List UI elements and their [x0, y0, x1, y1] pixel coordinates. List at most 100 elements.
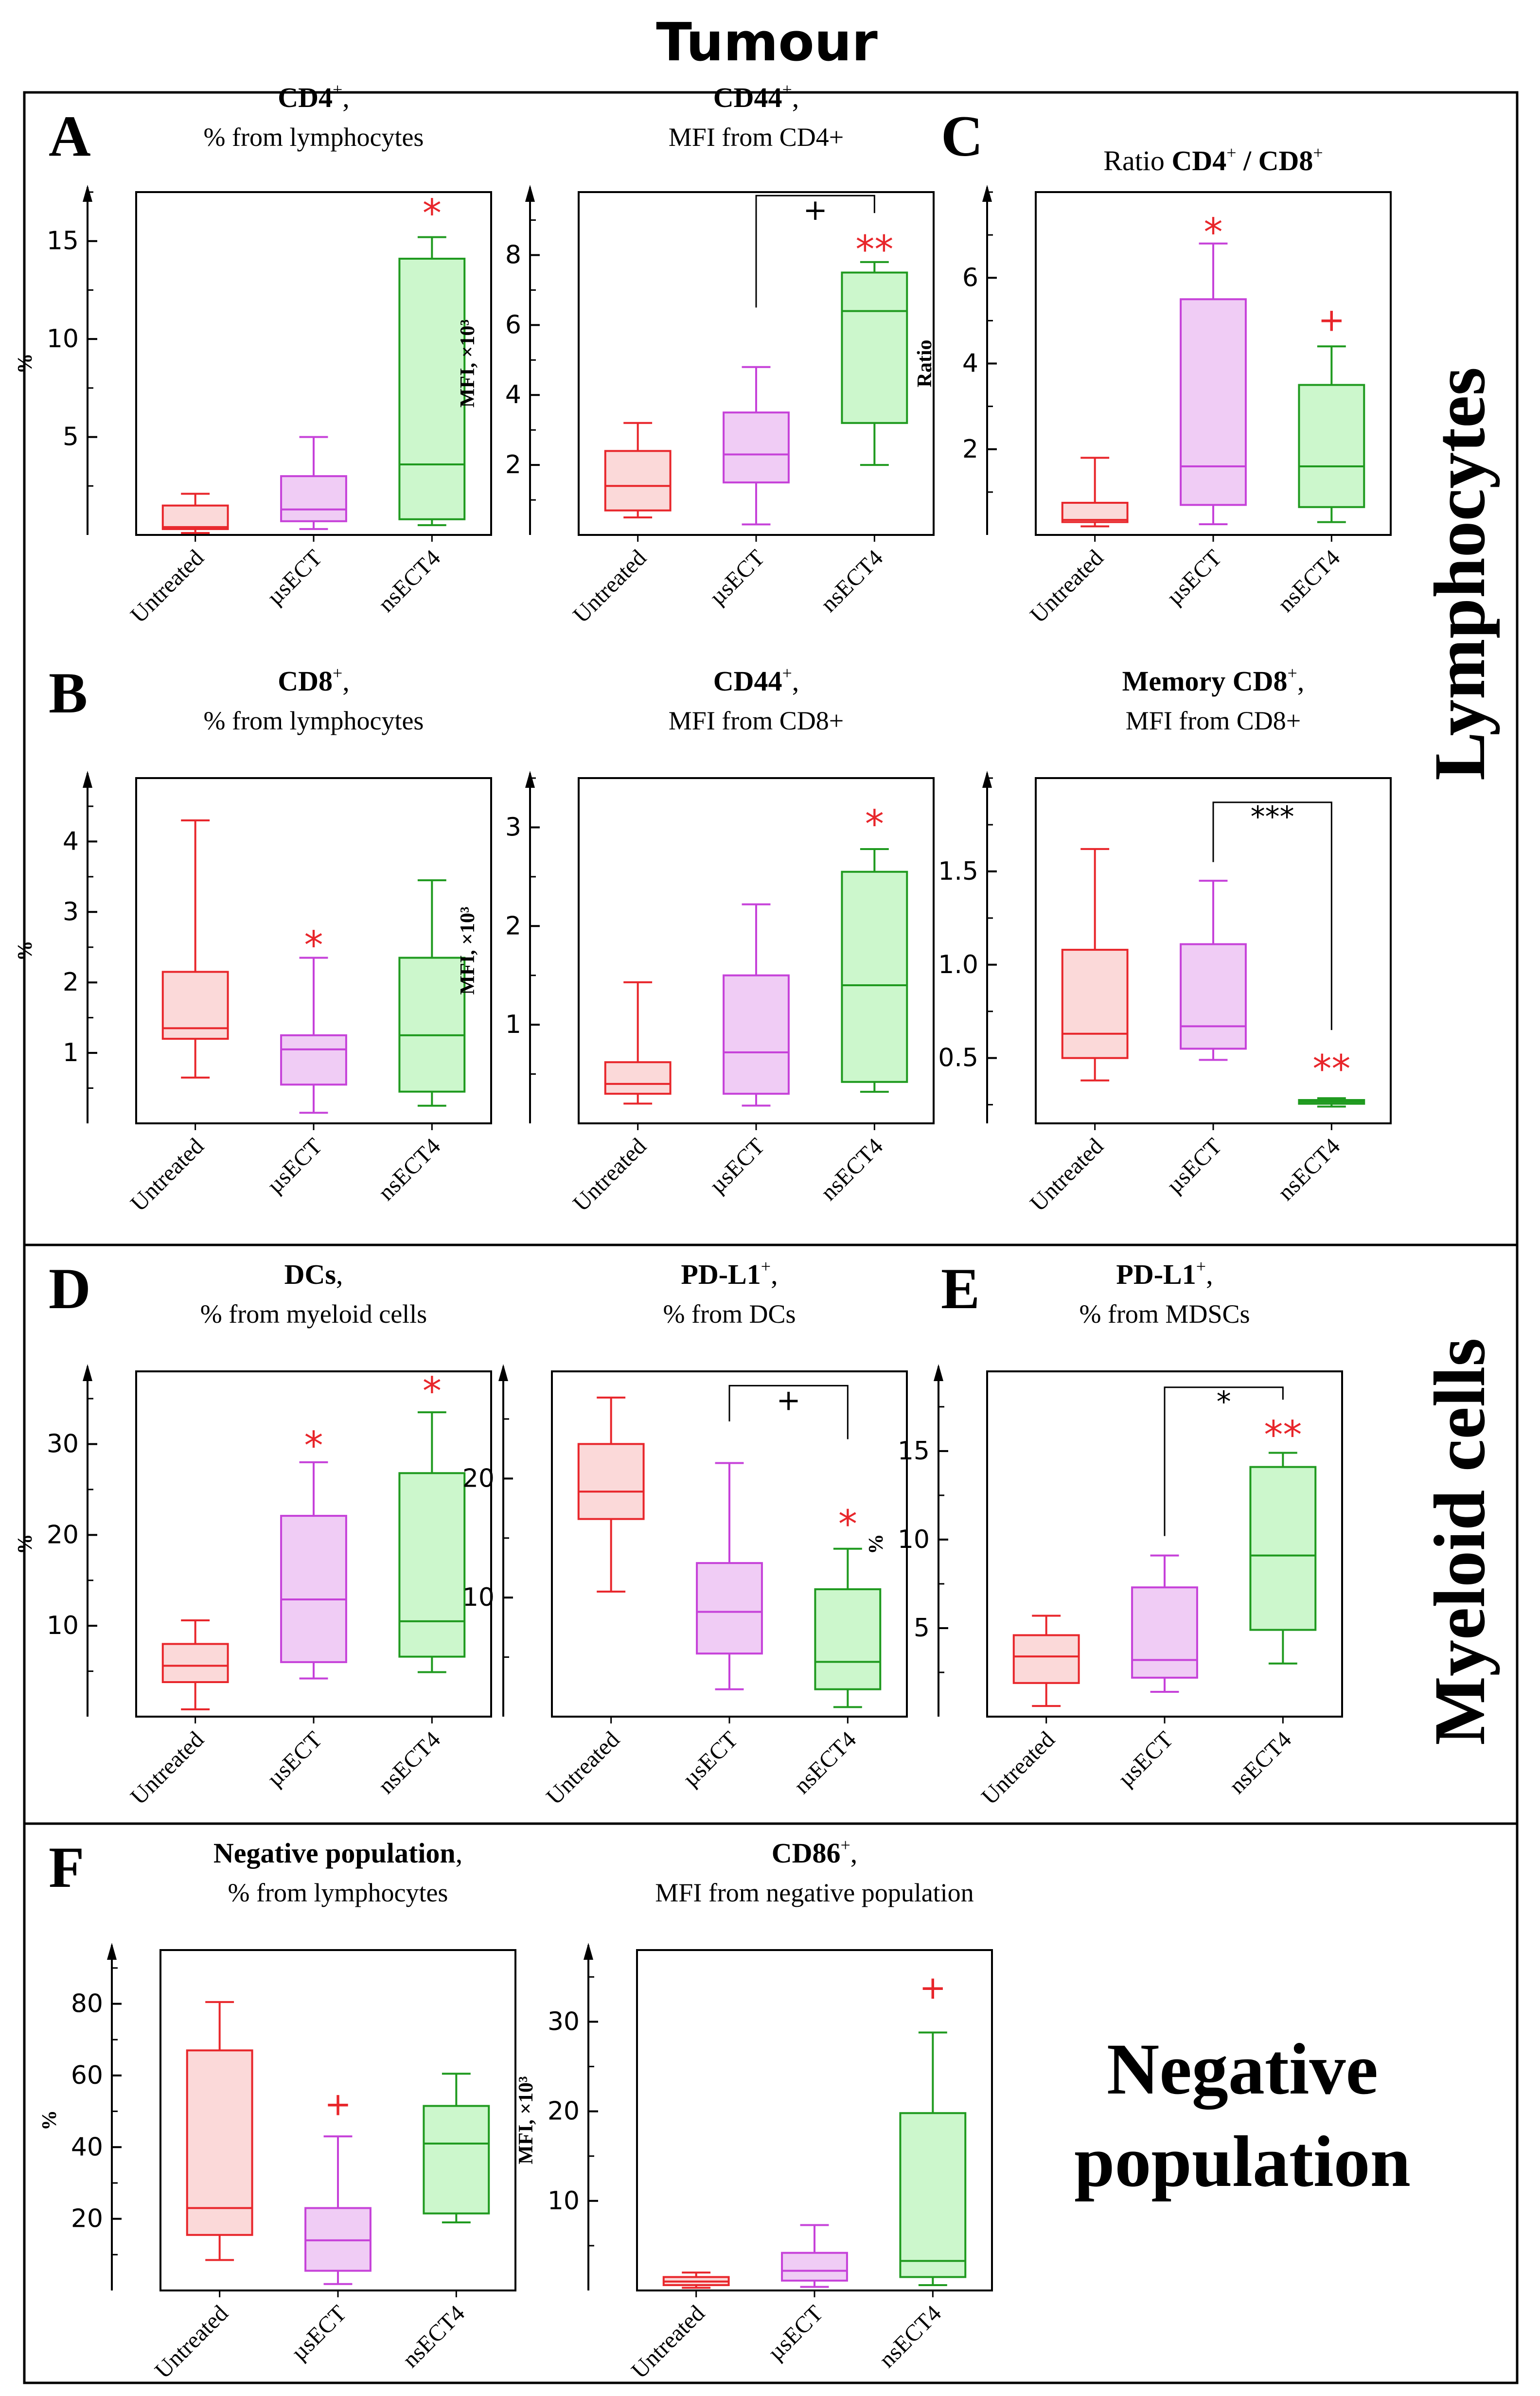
chart-title: DCs, — [284, 1259, 343, 1290]
box-nsECT4 — [423, 2073, 490, 2223]
x-tick-label: nsECT4 — [815, 1133, 888, 1206]
chart-title-bold: CD86 — [772, 1837, 841, 1869]
chart-title: PD-L1+, — [681, 1257, 778, 1290]
chart-title-rest: , — [771, 1259, 778, 1290]
chart-title-sup2: + — [1313, 143, 1323, 162]
chart-title-sup: + — [1226, 143, 1236, 162]
y-axis-arrow — [83, 185, 92, 202]
significance-mark: + — [324, 2085, 351, 2123]
y-axis-arrow — [525, 185, 535, 202]
box-iqr — [1180, 298, 1247, 506]
x-tick-label: Untreated — [125, 1726, 209, 1810]
chart-title-rest: , — [342, 82, 350, 113]
box-nsECT4 — [398, 1411, 466, 1673]
section-label-myeloid: Myeloid cells — [1419, 1338, 1500, 1745]
box-nsECT4 — [814, 1547, 882, 1708]
box-µsECT — [1180, 880, 1247, 1061]
chart-title: CD4+, — [278, 80, 350, 113]
chart-title-sup: + — [840, 1835, 850, 1855]
panel-letter-A: A — [49, 104, 91, 168]
box-iqr — [398, 1472, 466, 1658]
box-Untreated — [1061, 848, 1129, 1082]
box-iqr — [696, 1562, 763, 1655]
x-tick-label: nsECT4 — [815, 545, 888, 617]
box-µsECT — [280, 436, 347, 530]
chart-subtitle: % from myeloid cells — [200, 1299, 427, 1329]
x-tick-label: µsECT — [262, 1133, 327, 1198]
box-iqr — [1061, 501, 1129, 523]
x-tick-label: nsECT4 — [373, 1726, 445, 1799]
x-tick-label: Untreated — [568, 545, 651, 628]
chart-B3: Memory CD8+, MFI from CD8+ 0.5 1.0 1.5 Untrea… — [938, 663, 1392, 1217]
y-tick-label: 80 — [71, 1989, 103, 2019]
y-tick-label: 1 — [63, 1038, 79, 1067]
box-nsECT4 — [841, 261, 908, 466]
figure-title: Tumour — [656, 12, 878, 73]
chart-subtitle: % from DCs — [663, 1299, 796, 1329]
x-tick-label: µsECT — [677, 1726, 743, 1792]
box-iqr — [161, 504, 229, 530]
significance-mark: * — [1204, 211, 1223, 254]
y-tick-label: 10 — [47, 1611, 79, 1640]
y-tick-label: 20 — [71, 2204, 103, 2234]
chart-title-sup: + — [1288, 663, 1297, 683]
y-tick-label: 20 — [548, 2097, 580, 2126]
chart-B2: CD44+, MFI from CD8+ 1 2 3 MFI, ×10³ Untreated… — [457, 663, 935, 1217]
y-tick-label: 8 — [505, 240, 521, 269]
comparison-label: + — [777, 1383, 801, 1417]
box-nsECT4 — [899, 2031, 967, 2286]
y-axis-label: MFI, ×10³ — [457, 906, 479, 994]
y-axis-label: MFI, ×10³ — [515, 2076, 537, 2164]
chart-title-pre: Ratio — [1103, 145, 1171, 177]
y-tick-label: 2 — [962, 435, 978, 464]
x-tick-label: nsECT4 — [373, 1133, 445, 1206]
comparison-bracket — [728, 1384, 849, 1439]
chart-title-bold: CD44 — [713, 665, 782, 697]
y-axis-label: % — [865, 1534, 887, 1554]
box-Untreated — [604, 422, 672, 519]
box-µsECT — [723, 366, 790, 526]
x-tick-label: Untreated — [541, 1726, 624, 1810]
chart-title-sup: + — [782, 80, 792, 99]
significance-mark: * — [865, 802, 884, 846]
y-tick-label: 0.5 — [938, 1044, 978, 1073]
comparison-bracket — [755, 195, 875, 308]
y-tick-label: 1 — [505, 1010, 521, 1039]
y-tick-label: 20 — [462, 1464, 495, 1493]
x-tick-label: Untreated — [568, 1133, 651, 1216]
box-iqr — [1249, 1466, 1317, 1631]
chart-D1: D DCs, % from myeloid cells 10 20 30% Untreate… — [14, 1256, 492, 1810]
box-iqr — [723, 974, 790, 1095]
box-iqr — [1012, 1634, 1080, 1684]
chart-title: Ratio CD4+ / CD8+ — [1103, 143, 1323, 177]
chart-A1: A CD4+, % from lymphocytes 5 10 15% Untreated µ… — [14, 80, 492, 628]
box-Untreated — [161, 1619, 229, 1711]
chart-title-bold: Negative population — [213, 1837, 456, 1869]
chart-title-rest: , — [1297, 665, 1305, 697]
box-iqr — [841, 271, 908, 424]
box-µsECT — [723, 903, 790, 1107]
y-axis-arrow — [982, 185, 992, 202]
chart-title-rest: , — [850, 1837, 858, 1869]
x-tick-label: µsECT — [762, 2300, 828, 2365]
significance-mark: * — [304, 924, 323, 968]
y-axis-arrow — [982, 771, 992, 788]
section-label-negative-line2: population — [1074, 2121, 1411, 2202]
chart-title: Negative population, — [213, 1837, 462, 1869]
chart-title-bold: Memory CD8 — [1122, 665, 1288, 697]
comparison-label: + — [803, 193, 828, 227]
box-iqr — [423, 2105, 490, 2215]
y-tick-label: 3 — [505, 813, 521, 842]
comparison-bracket — [1164, 1386, 1284, 1536]
comparison-bracket — [1212, 801, 1332, 1030]
y-tick-label: 4 — [962, 349, 978, 378]
x-tick-label: nsECT4 — [373, 545, 445, 617]
frame-negative — [23, 1822, 1519, 2384]
box-µsECT — [280, 957, 347, 1114]
chart-title-bold: CD8 — [278, 665, 333, 697]
y-tick-label: 40 — [71, 2132, 103, 2162]
chart-subtitle: MFI from negative population — [655, 1878, 974, 1907]
